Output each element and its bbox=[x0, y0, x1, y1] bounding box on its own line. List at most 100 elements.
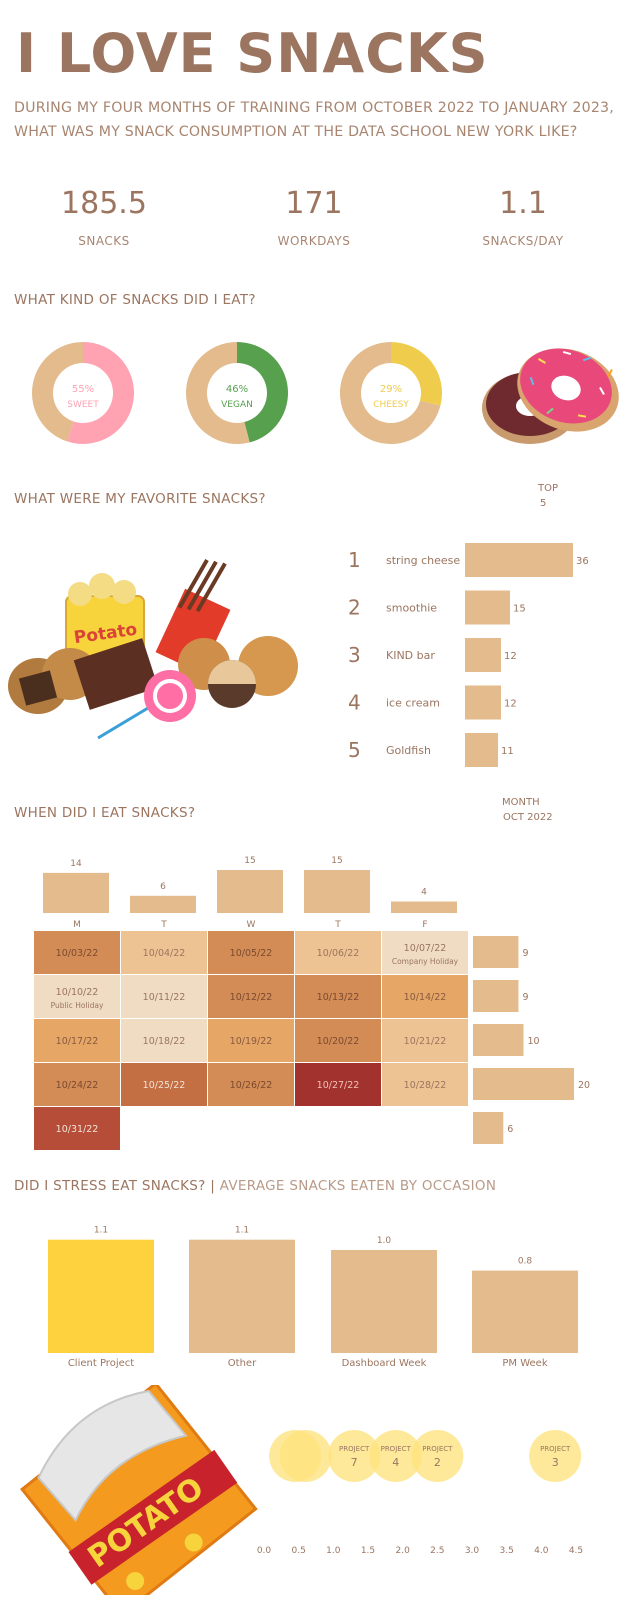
favorite-snack-name: KIND bar bbox=[386, 649, 435, 662]
favorite-rank: 4 bbox=[348, 691, 361, 715]
chocolate-bar-icon bbox=[73, 638, 159, 710]
occasion-bar-value: 1.0 bbox=[377, 1236, 392, 1246]
kpi-workdays-label: WORKDAYS bbox=[277, 234, 351, 248]
calendar-day-cell bbox=[121, 1019, 207, 1062]
calendar-day-cell bbox=[295, 1063, 381, 1106]
weekday-total-value: 14 bbox=[70, 859, 82, 869]
occasion-bar-value: 1.1 bbox=[235, 1226, 249, 1236]
month-filter-value[interactable]: OCT 2022 bbox=[503, 812, 553, 823]
favorite-bar-value: 15 bbox=[513, 604, 526, 615]
weekday-total-value: 15 bbox=[331, 856, 342, 866]
calendar-day-date: 10/21/22 bbox=[404, 1036, 447, 1047]
week-total-value: 9 bbox=[522, 992, 528, 1003]
page-title: I LOVE SNACKS bbox=[16, 22, 489, 85]
calendar-day-date: 10/31/22 bbox=[56, 1124, 99, 1135]
favorite-bar-value: 36 bbox=[576, 556, 589, 567]
weekday-total-bar bbox=[391, 901, 457, 913]
lollipop-icon bbox=[97, 670, 196, 740]
calendar-day-date: 10/03/22 bbox=[56, 948, 99, 959]
section-title-kinds: WHAT KIND OF SNACKS DID I EAT? bbox=[14, 292, 256, 308]
donut-sprinkles bbox=[529, 350, 613, 418]
week-total-value: 9 bbox=[522, 948, 528, 959]
week-total-value: 10 bbox=[528, 1036, 540, 1047]
calendar-day-cell bbox=[121, 931, 207, 974]
occasion-label: PM Week bbox=[502, 1358, 547, 1369]
donut-pct-label: 55% bbox=[72, 384, 94, 395]
favorite-snack-name: Goldfish bbox=[386, 744, 431, 757]
calendar-day-cell bbox=[34, 931, 120, 974]
favorite-snack-name: ice cream bbox=[386, 697, 440, 710]
snack-pile-illustration: Potato bbox=[8, 559, 298, 740]
donut-rest-cheesy bbox=[340, 342, 441, 444]
x-tick-label: 1.5 bbox=[361, 1546, 375, 1556]
calendar-day-cell bbox=[382, 931, 468, 974]
kpi-workdays-value: 171 bbox=[285, 186, 343, 221]
calendar-day-date: 10/04/22 bbox=[143, 948, 186, 959]
donut-category-label: SWEET bbox=[67, 400, 99, 410]
calendar-day-date: 10/07/22 bbox=[404, 943, 447, 954]
calendar-day-cell bbox=[295, 1019, 381, 1062]
month-filter-label[interactable]: MONTH bbox=[502, 797, 540, 808]
calendar-day-date: 10/10/22 bbox=[56, 987, 99, 998]
calendar-day-date: 10/19/22 bbox=[230, 1036, 273, 1047]
top-filter-label[interactable]: TOP bbox=[538, 483, 559, 494]
donut-rest-sweet bbox=[31, 342, 83, 442]
cookies-icon bbox=[178, 636, 298, 708]
calendar-day-cell bbox=[295, 931, 381, 974]
calendar-day-date: 10/27/22 bbox=[317, 1080, 360, 1091]
x-tick-label: 3.5 bbox=[500, 1546, 514, 1556]
project-bubble bbox=[279, 1430, 332, 1482]
calendar-day-cell bbox=[382, 1063, 468, 1106]
donut-charts: 55% SWEET 46% VEGAN 29% CHEESY bbox=[31, 342, 442, 444]
calendar-day-cell bbox=[121, 975, 207, 1018]
donut-pct-label: 46% bbox=[226, 384, 248, 395]
x-tick-label: 1.0 bbox=[326, 1546, 341, 1556]
calendar-day-note: Company Holiday bbox=[392, 957, 459, 966]
calendar-day-date: 10/26/22 bbox=[230, 1080, 273, 1091]
donut-slice-cheesy bbox=[391, 342, 442, 406]
calendar-day-date: 10/14/22 bbox=[404, 992, 447, 1003]
section-title-when: WHEN DID I EAT SNACKS? bbox=[14, 805, 196, 821]
calendar-day-date: 10/17/22 bbox=[56, 1036, 99, 1047]
favorite-rank: 2 bbox=[348, 596, 361, 620]
weekday-label: T bbox=[160, 920, 167, 930]
occasion-label: Client Project bbox=[68, 1358, 134, 1369]
calendar-heatmap: 14 M 6 T 15 W 15 T 4 F 10/03/22 10/04/22 10/05/22 10/… bbox=[34, 856, 590, 1150]
week-total-bar bbox=[473, 980, 519, 1012]
donut-category-label: CHEESY bbox=[373, 400, 409, 410]
donut-slice-vegan bbox=[237, 342, 289, 443]
calendar-day-date: 10/18/22 bbox=[143, 1036, 186, 1047]
x-tick-label: 0.5 bbox=[292, 1546, 306, 1556]
favorite-rank: 5 bbox=[348, 738, 361, 762]
project-bubble bbox=[529, 1430, 582, 1482]
occasion-bar-value: 0.8 bbox=[518, 1257, 533, 1267]
occasion-bar bbox=[189, 1239, 295, 1353]
top-filter-value[interactable]: 5 bbox=[540, 498, 547, 509]
calendar-day-date: 10/06/22 bbox=[317, 948, 360, 959]
week-total-bar bbox=[473, 1112, 504, 1144]
calendar-day-cell bbox=[34, 1019, 120, 1062]
calendar-day-cell bbox=[34, 1063, 120, 1106]
calendar-day-date: 10/12/22 bbox=[230, 992, 273, 1003]
favorites-bar-chart: 1 string cheese 36 2 smoothie 15 3 KIND bar 12 4 i… bbox=[348, 543, 589, 767]
x-tick-label: 2.0 bbox=[396, 1546, 411, 1556]
favorite-bar bbox=[465, 543, 573, 577]
calendar-day-cell bbox=[208, 1019, 294, 1062]
project-bubble-count: 2 bbox=[434, 1456, 441, 1469]
x-tick-label: 2.5 bbox=[430, 1546, 444, 1556]
favorite-bar bbox=[465, 733, 498, 767]
weekday-label: T bbox=[334, 920, 341, 930]
favorite-snack-name: string cheese bbox=[386, 554, 460, 567]
donut-illustration bbox=[482, 348, 619, 444]
occasion-bar-chart: 1.1 Client Project 1.1 Other 1.0 Dashboard We… bbox=[48, 1226, 578, 1369]
project-bubble-count: 7 bbox=[351, 1456, 358, 1469]
x-tick-label: 3.0 bbox=[465, 1546, 480, 1556]
project-bubble-label: PROJECT bbox=[339, 1445, 370, 1453]
occasion-label: Other bbox=[228, 1358, 257, 1369]
donut-slice-sweet bbox=[67, 342, 134, 444]
week-total-value: 6 bbox=[507, 1124, 513, 1135]
calendar-day-cell bbox=[34, 1107, 120, 1150]
calendar-day-cell bbox=[295, 975, 381, 1018]
kpi-snacks-label: SNACKS bbox=[78, 234, 130, 248]
week-total-value: 20 bbox=[578, 1080, 590, 1091]
